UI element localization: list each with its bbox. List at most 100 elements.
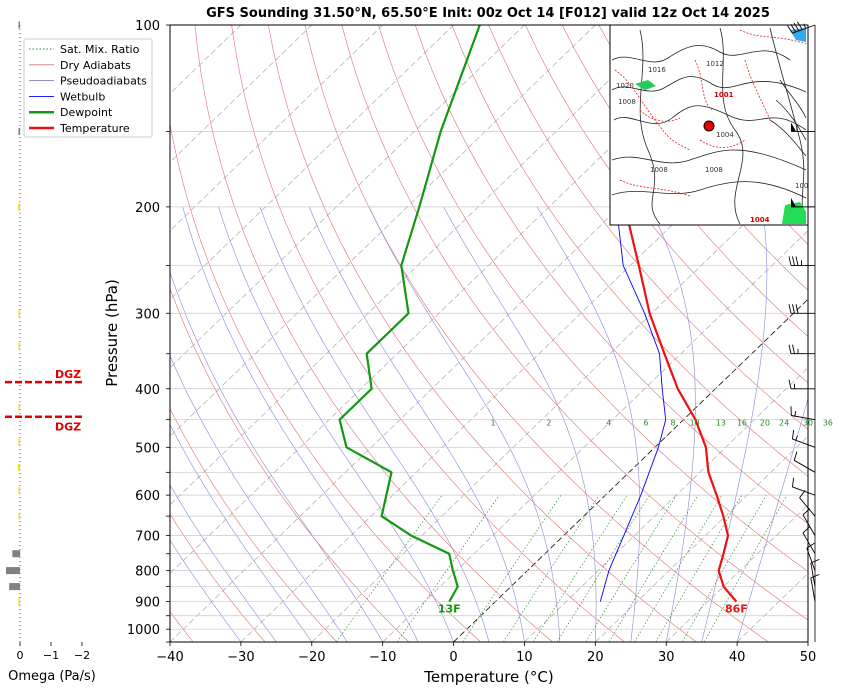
inset-map-contours: 1020 1008 1016 1012 1001 1004 1008 1008 … — [611, 27, 808, 225]
mixing-ratio-line — [556, 495, 650, 642]
omega-bar — [18, 21, 20, 29]
wind-barb — [802, 526, 816, 554]
legend-entry: Temperature — [59, 122, 130, 135]
mixing-ratio-label: 2 — [546, 418, 551, 427]
legend-entry: Dewpoint — [60, 106, 113, 119]
isotherm-line — [170, 25, 596, 437]
omega-tick-label: 0 — [17, 649, 24, 662]
omega-tick-label: −1 — [43, 649, 59, 662]
dry-adiabat — [414, 25, 808, 524]
barb-pennant — [791, 197, 796, 207]
mixing-ratio-label: 16 — [737, 418, 747, 427]
wind-barb — [802, 508, 816, 536]
y-tick-label: 900 — [135, 596, 160, 611]
legend-entry: Dry Adiabats — [60, 59, 131, 72]
barb-flag — [787, 25, 793, 34]
svg-text:1020: 1020 — [616, 82, 634, 90]
isotherm-line — [170, 25, 313, 163]
x-tick-label: −40 — [156, 650, 183, 665]
svg-text:1004: 1004 — [750, 216, 770, 224]
mixing-ratio-line — [585, 495, 677, 642]
mixing-ratio-line — [681, 495, 767, 642]
wind-barb — [791, 122, 815, 132]
omega-tick-label: −2 — [74, 649, 90, 662]
dry-adiabat — [525, 25, 808, 384]
mixing-ratio-line — [703, 495, 788, 642]
plot-frame — [169, 24, 809, 643]
wind-barb-panel — [787, 21, 820, 642]
barb-staff — [806, 547, 816, 571]
omega-bar — [18, 342, 20, 350]
wind-barb — [810, 558, 820, 587]
barb-staff — [791, 415, 816, 421]
isotherm-line — [170, 25, 525, 369]
barb-flag — [788, 304, 792, 314]
barb-flag — [806, 542, 815, 549]
dry-adiabat — [598, 25, 808, 291]
wind-barb — [788, 304, 815, 314]
y-tick-label: 300 — [135, 307, 160, 322]
dgz-label: DGZ — [55, 368, 81, 381]
barb-flag — [792, 304, 795, 314]
dry-adiabat — [451, 25, 808, 477]
mixing-ratio-label: 36 — [823, 418, 833, 427]
barb-half-flag — [794, 411, 797, 417]
omega-bar — [18, 309, 20, 317]
zero-isotherm — [453, 298, 808, 642]
mixing-ratio-label: 20 — [760, 418, 770, 427]
isotherm-line — [170, 25, 383, 232]
mixing-ratio-label: 8 — [671, 418, 676, 427]
legend-entry: Pseudoadiabats — [60, 75, 147, 88]
dry-adiabat — [170, 408, 338, 642]
pseudoadiabat — [259, 206, 490, 642]
legend-entry: Sat. Mix. Ratio — [60, 43, 140, 56]
barb-flag — [799, 490, 806, 499]
svg-text:100: 100 — [795, 182, 808, 190]
pseudoadiabat — [170, 355, 348, 642]
mixing-ratio-label: 13 — [716, 418, 726, 427]
temperature-profile — [623, 25, 738, 603]
wetbulb-profile — [599, 206, 667, 602]
barb-flag — [788, 256, 792, 266]
dry-adiabat — [561, 25, 808, 337]
wind-barb — [791, 197, 815, 208]
barb-half-flag — [803, 23, 807, 29]
x-axis-label: Temperature (°C) — [423, 668, 553, 686]
x-tick-label: 50 — [800, 650, 817, 665]
pseudoadiabat — [649, 206, 696, 642]
mixing-ratio-line — [336, 494, 443, 642]
wind-barb — [788, 256, 815, 266]
omega-bar — [18, 512, 20, 520]
pseudoadiabat — [218, 206, 454, 642]
dry-adiabat — [488, 25, 808, 430]
barb-flag — [792, 344, 795, 354]
svg-text:1016: 1016 — [648, 66, 666, 74]
mixing-ratio-line — [655, 495, 743, 642]
omega-axis-label: Omega (Pa/s) — [8, 669, 96, 684]
barb-flag — [788, 344, 792, 354]
legend-entry: Wetbulb — [60, 90, 105, 103]
barb-staff — [810, 577, 816, 602]
y-tick-label: 600 — [135, 489, 160, 504]
wind-barb — [792, 429, 816, 448]
omega-bar — [18, 598, 20, 606]
barb-staff — [792, 24, 816, 34]
sounding-location-marker — [703, 120, 715, 132]
x-tick-label: 0 — [449, 650, 457, 665]
isotherm-line — [665, 504, 808, 642]
y-axis-label: Pressure (hPa) — [103, 279, 121, 387]
mixing-ratio-label: 24 — [779, 418, 789, 427]
dry-adiabat — [378, 25, 808, 572]
barb-staff — [792, 438, 816, 448]
barb-flag — [793, 451, 798, 461]
barb-flag — [810, 558, 820, 564]
x-tick-label: 10 — [516, 650, 533, 665]
wind-barb — [788, 344, 815, 355]
omega-bar — [12, 550, 21, 558]
barb-staff — [799, 497, 816, 517]
svg-text:1004: 1004 — [716, 131, 734, 139]
mixing-ratio-label: 1 — [491, 418, 496, 427]
chart-title: GFS Sounding 31.50°N, 65.50°E Init: 00z … — [206, 6, 770, 21]
mixing-ratio-line — [608, 495, 699, 642]
y-tick-label: 200 — [135, 201, 160, 216]
